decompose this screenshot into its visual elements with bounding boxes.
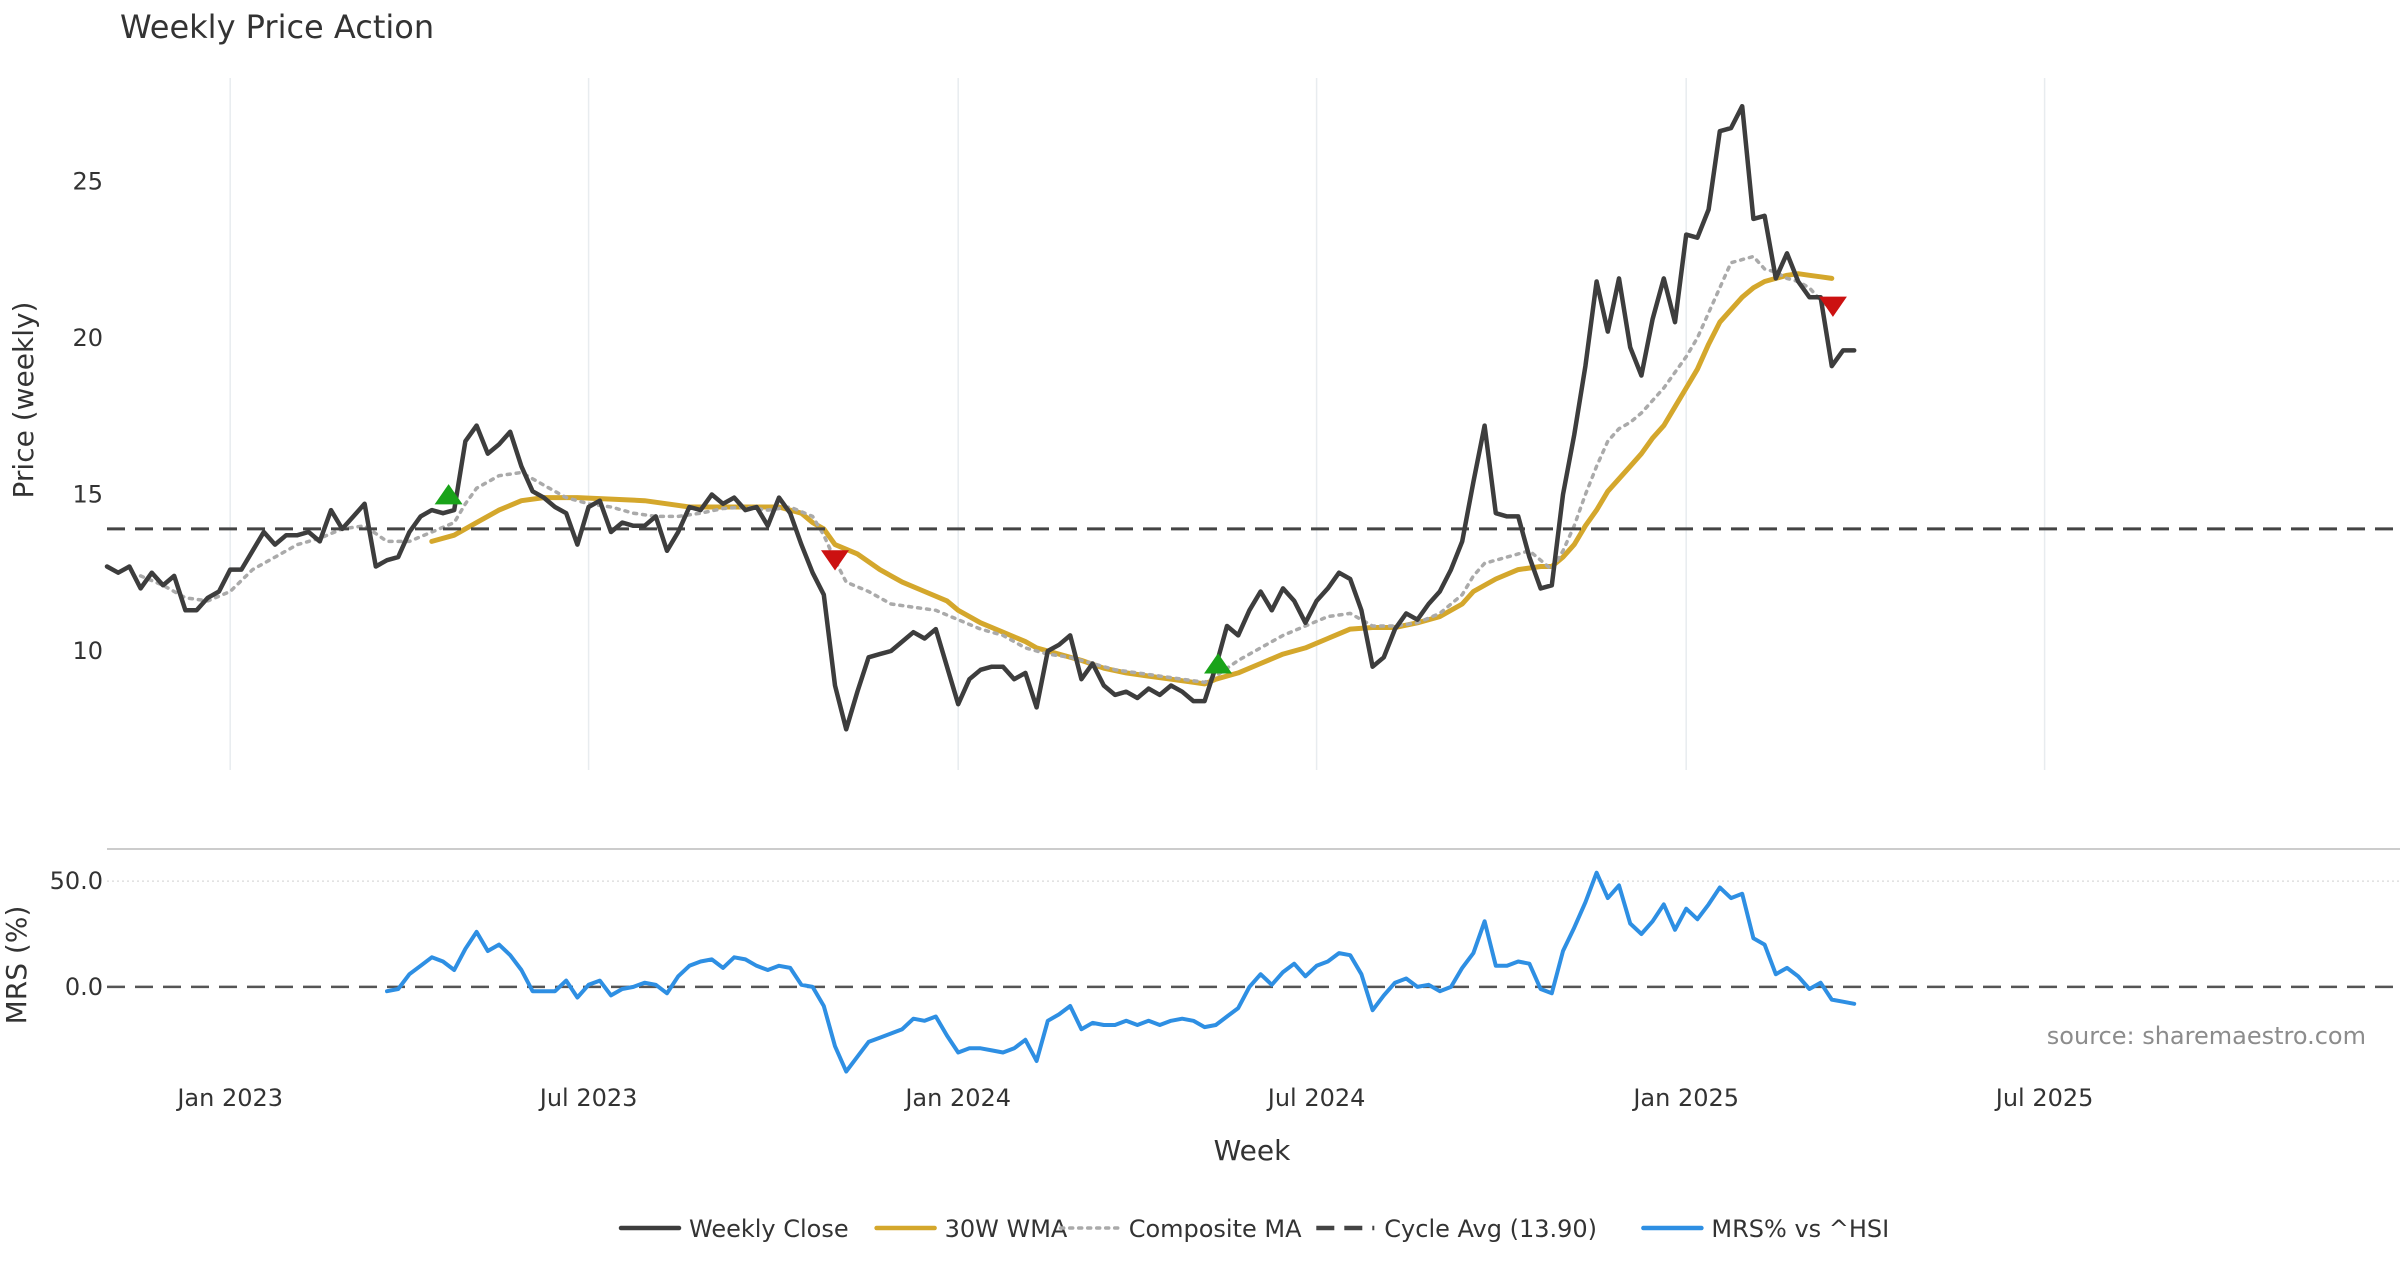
price-y-axis: 10 15 20 25 xyxy=(72,167,103,665)
legend-label-mrs-vs-hsi: MRS% vs ^HSI xyxy=(1711,1215,1889,1243)
composite-ma-line xyxy=(138,254,1834,685)
price-panel-grid xyxy=(229,78,2046,770)
weekly-close-line xyxy=(104,103,1857,732)
price-y-tick-15: 15 xyxy=(72,480,103,508)
source-annotation: source: sharemaestro.com xyxy=(2047,1022,2366,1050)
mrs-y-tick-0-0: 0.0 xyxy=(65,973,103,1001)
price-series-group xyxy=(104,103,2400,732)
x-tick-label-jan-2024: Jan 2024 xyxy=(903,1084,1011,1112)
chart-title: Weekly Price Action xyxy=(120,8,434,46)
price-y-tick-10: 10 xyxy=(72,637,103,665)
legend-label-weekly-close: Weekly Close xyxy=(689,1215,849,1243)
legend: Weekly Close 30W WMA Composite MA Cycle Avg… xyxy=(618,1215,1889,1243)
legend-label-30w-wma: 30W WMA xyxy=(945,1215,1068,1243)
price-y-tick-25: 25 xyxy=(72,167,103,195)
mrs-series-group xyxy=(107,870,2400,1074)
mrs-vs-hsi-line xyxy=(385,870,1857,1074)
x-tick-label-jul-2024: Jul 2024 xyxy=(1266,1084,1366,1112)
x-axis-label: Week xyxy=(1214,1134,1291,1167)
x-tick-label-jul-2025: Jul 2025 xyxy=(1994,1084,2094,1112)
sell-signal-marker-4 xyxy=(1818,296,1847,317)
mrs-y-axis: 50.0 0.0 xyxy=(50,867,2400,1001)
buy-signal-marker-3 xyxy=(1204,653,1233,674)
x-tick-label-jan-2023: Jan 2023 xyxy=(175,1084,283,1112)
mrs-y-tick-50-0: 50.0 xyxy=(50,867,103,895)
signal-markers xyxy=(434,296,1847,674)
sell-signal-marker-2 xyxy=(821,550,849,571)
mrs-y-axis-label: MRS (%) xyxy=(0,906,33,1025)
buy-signal-marker-1 xyxy=(434,484,463,505)
price-y-axis-label: Price (weekly) xyxy=(7,302,40,499)
legend-label-composite-ma: Composite MA xyxy=(1129,1215,1302,1243)
x-axis-ticks: Jan 2023 Jul 2023 Jan 2024 Jul 2024 Jan 2025… xyxy=(175,1084,2093,1112)
price-y-tick-20: 20 xyxy=(72,324,103,352)
legend-label-cycle-avg-13-90: Cycle Avg (13.90) xyxy=(1384,1215,1597,1243)
x-tick-label-jan-2025: Jan 2025 xyxy=(1631,1084,1739,1112)
x-tick-label-jul-2023: Jul 2023 xyxy=(538,1084,638,1112)
